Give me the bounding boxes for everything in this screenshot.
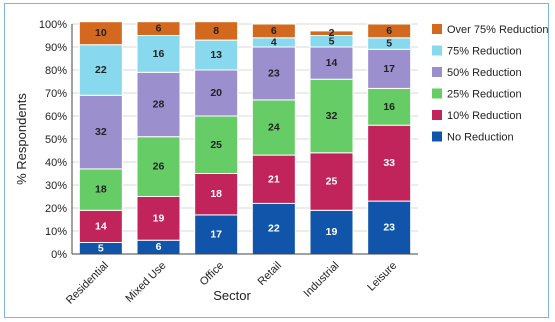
data-label: 18 xyxy=(95,184,107,196)
data-label: 19 xyxy=(153,212,165,224)
y-tick-label: 90% xyxy=(45,42,67,54)
data-label: 19 xyxy=(326,226,338,238)
data-label: 10 xyxy=(95,27,107,39)
bar-segment xyxy=(136,196,181,241)
legend-swatch xyxy=(432,67,442,77)
legend-swatch xyxy=(432,110,442,120)
data-label: 8 xyxy=(213,25,219,37)
bar-segment xyxy=(309,30,354,36)
bar-segment xyxy=(78,168,123,211)
bar-segment xyxy=(194,115,239,174)
y-tick-labels: 0% 10% 20% 30% 40% 50% 60% 70% 80% 90% 100% xyxy=(39,19,67,261)
data-label: 25 xyxy=(326,176,338,188)
bar-segment xyxy=(78,94,123,170)
bar-segment xyxy=(136,21,181,37)
legend-label: No Reduction xyxy=(447,132,514,144)
data-label: 28 xyxy=(153,99,165,111)
data-label: 6 xyxy=(271,25,277,37)
data-label: 4 xyxy=(271,36,277,48)
data-label: 23 xyxy=(268,67,280,79)
bar-segment xyxy=(78,44,123,96)
data-label: 13 xyxy=(210,49,222,61)
y-tick-label: 10% xyxy=(45,226,67,238)
bar-segment xyxy=(136,71,181,138)
legend-label: 25% Reduction xyxy=(447,89,522,101)
bar-segment xyxy=(78,209,123,244)
bar-segment xyxy=(251,202,296,255)
data-label: 32 xyxy=(95,126,107,138)
x-tick-label: Mixed Use xyxy=(123,260,168,305)
data-label: 16 xyxy=(153,48,165,60)
bar-segment xyxy=(251,46,296,101)
legend-label: Over 75% Reduction xyxy=(447,24,549,36)
y-tick-label: 60% xyxy=(45,111,67,123)
y-tick-label: 50% xyxy=(45,134,67,146)
data-label: 21 xyxy=(268,173,280,185)
data-label: 6 xyxy=(156,23,162,35)
bar-segment xyxy=(194,21,239,41)
data-label: 14 xyxy=(326,57,338,69)
data-label: 18 xyxy=(210,188,222,200)
x-tick-label: Retail xyxy=(256,260,284,288)
data-label: 14 xyxy=(95,220,107,232)
legend-label: 10% Reduction xyxy=(447,110,522,122)
bar-segment xyxy=(194,69,239,117)
data-label: 24 xyxy=(268,122,280,134)
data-label: 16 xyxy=(383,101,395,113)
y-tick-label: 40% xyxy=(45,157,67,169)
x-tick-label: Leisure xyxy=(365,260,399,294)
legend-swatch xyxy=(432,131,442,142)
axes xyxy=(71,24,418,255)
bar-segment xyxy=(367,23,412,39)
bar-segment xyxy=(194,214,239,255)
y-tick-label: 100% xyxy=(39,19,67,31)
bar-segment xyxy=(367,87,412,126)
y-tick-label: 80% xyxy=(45,65,67,77)
bar-segment xyxy=(367,124,412,202)
data-label: 22 xyxy=(268,223,280,235)
y-tick-label: 70% xyxy=(45,88,67,100)
legend-swatch xyxy=(432,45,442,56)
bar-segment xyxy=(367,48,412,89)
data-label: 2 xyxy=(329,27,335,39)
gridlines xyxy=(72,23,418,232)
bar-segment xyxy=(251,23,296,39)
bar-segment xyxy=(136,136,181,197)
data-label: 33 xyxy=(383,157,395,169)
bar-segment xyxy=(309,152,354,211)
y-tick-label: 20% xyxy=(45,203,67,215)
legend-swatch xyxy=(432,88,442,99)
data-label: 22 xyxy=(95,64,107,76)
legend-label: 50% Reduction xyxy=(447,67,522,79)
x-tick-label: Industrial xyxy=(302,260,342,300)
data-label: 17 xyxy=(210,228,222,240)
legend-swatch xyxy=(432,24,442,34)
data-label: 6 xyxy=(156,241,162,253)
legend-label: 75% Reduction xyxy=(447,46,522,58)
bar-segment xyxy=(251,99,296,156)
x-tick-label: Residential xyxy=(64,260,111,307)
bar-segment xyxy=(78,21,123,46)
bars: 5141832221061926281661718252013822212423… xyxy=(78,21,412,255)
data-label: 20 xyxy=(210,87,222,99)
data-label: 23 xyxy=(383,222,395,234)
data-label: 5 xyxy=(329,35,335,47)
bar-segment xyxy=(251,154,296,204)
bar-segment xyxy=(194,173,239,216)
data-label: 17 xyxy=(383,63,395,75)
data-label: 32 xyxy=(326,110,338,122)
legend: Over 75% Reduction 75% Reduction 50% Reduc… xyxy=(432,24,549,144)
data-label: 5 xyxy=(98,242,104,254)
y-tick-label: 0% xyxy=(51,249,67,261)
x-axis-title: Sector xyxy=(213,288,251,303)
y-tick-label: 30% xyxy=(45,180,67,192)
y-axis-title: % Respondents xyxy=(14,93,29,185)
data-label: 6 xyxy=(386,25,392,37)
x-tick-label: Office xyxy=(198,260,227,289)
data-label: 5 xyxy=(386,38,392,50)
data-label: 26 xyxy=(153,161,165,173)
data-label: 25 xyxy=(210,139,222,151)
bar-segment xyxy=(194,39,239,71)
